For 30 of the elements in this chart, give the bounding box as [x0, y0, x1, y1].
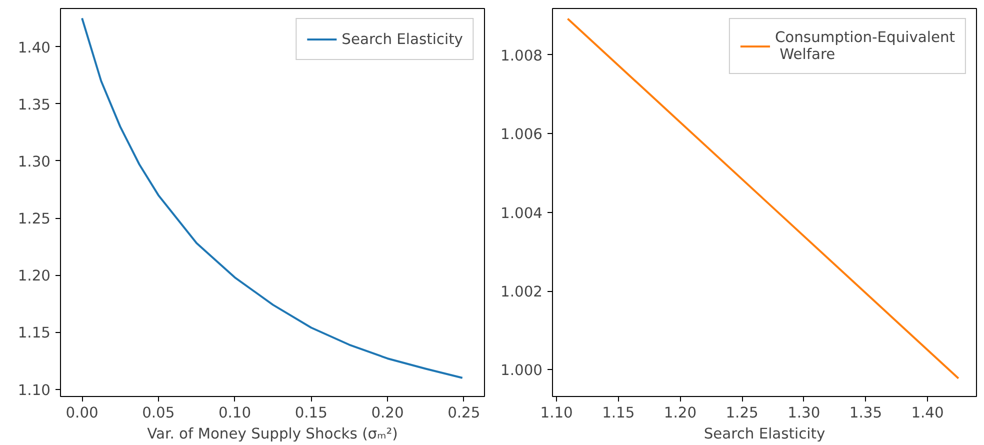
x-tick-label: 0.25	[448, 404, 480, 422]
x-tick-label: 0.05	[142, 404, 175, 422]
y-tick-label: 1.004	[500, 204, 543, 222]
legend-label: Consumption-Equivalent Welfare	[774, 29, 955, 63]
x-tick-label: 1.20	[664, 404, 697, 422]
x-tick-label: 0.15	[294, 404, 328, 422]
y-tick-label: 1.002	[500, 284, 543, 301]
x-axis-title: Search Elasticity	[704, 426, 826, 442]
y-tick-label: 1.30	[18, 153, 51, 170]
x-tick-label: 1.40	[911, 404, 944, 422]
x-tick-label: 0.10	[218, 404, 252, 422]
y-tick-label: 1.20	[18, 268, 51, 285]
line-series	[81, 17, 464, 379]
y-tick-label: 1.35	[18, 96, 51, 114]
y-tick-label: 1.008	[500, 47, 543, 64]
y-tick-label: 1.25	[18, 210, 51, 228]
x-tick-label: 1.30	[788, 404, 820, 422]
x-tick-label: 1.35	[849, 404, 882, 422]
y-tick-label: 1.006	[500, 126, 543, 144]
x-tick-label: 0.20	[371, 404, 404, 422]
y-tick-label: 1.10	[18, 382, 51, 399]
x-tick-label: 1.15	[602, 404, 635, 422]
legend-label: Search Elasticity	[342, 30, 463, 48]
x-axis-title: Var. of Money Supply Shocks (σₘ²)	[147, 426, 398, 442]
x-tick-label: 0.00	[66, 404, 98, 422]
y-tick-label: 1.15	[18, 324, 51, 342]
y-tick-label: 1.40	[18, 39, 51, 56]
x-tick-label: 1.25	[726, 404, 758, 422]
x-tick-label: 1.10	[540, 404, 573, 422]
y-tick-label: 1.000	[500, 362, 543, 380]
